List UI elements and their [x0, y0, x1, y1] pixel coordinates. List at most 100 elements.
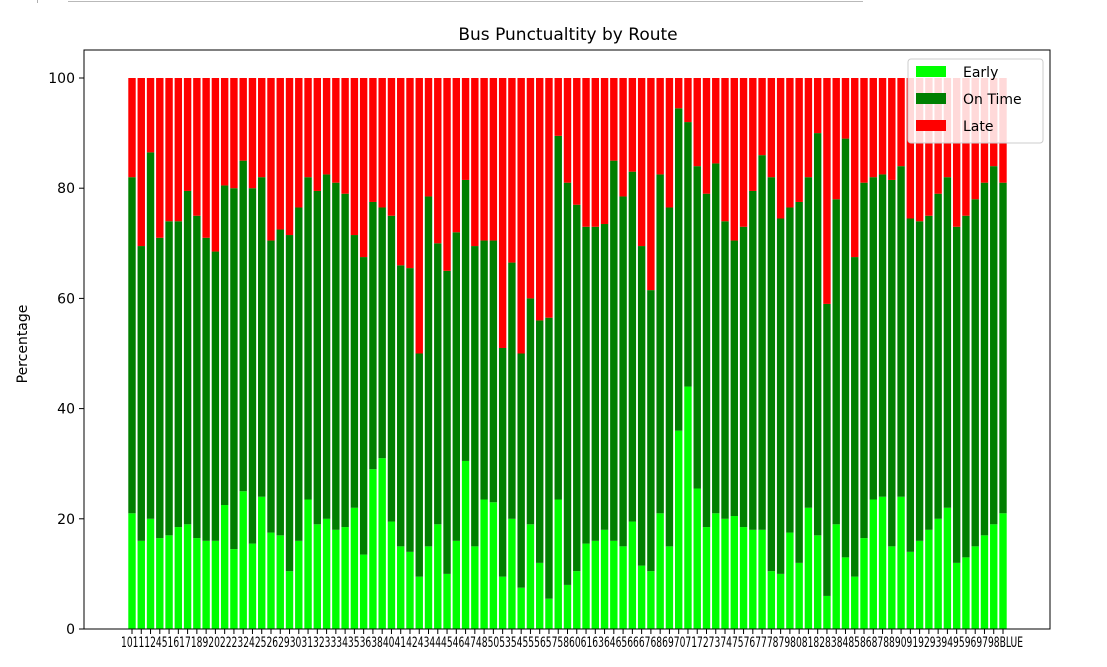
bar-on-time-26 [285, 235, 294, 572]
bar-on-time-78 [786, 207, 794, 533]
legend-label-late: Late [963, 119, 993, 135]
bar-late-35 [369, 78, 377, 202]
bar-late-8 [804, 78, 813, 178]
bar-early-76 [767, 571, 776, 629]
bar-early-35 [369, 469, 377, 629]
bar-late-22 [248, 78, 257, 189]
bar-early-88 [888, 546, 896, 629]
bar-on-time-94 [952, 226, 961, 563]
bar-on-time-98 [990, 166, 998, 525]
y-tick-label-100: 100 [48, 71, 75, 87]
bar-early-34 [359, 554, 368, 629]
bar-early-36 [378, 458, 386, 629]
bar-late-30 [322, 78, 331, 175]
bar-early-54 [545, 598, 553, 629]
bar-early-49 [508, 518, 516, 629]
bar-on-time-69 [693, 166, 701, 489]
bar-early-12 [156, 538, 164, 629]
bar-early-67 [674, 430, 683, 629]
bar-late-80 [813, 78, 822, 134]
bars-group [128, 78, 1007, 630]
chart-title: Bus Punctualtity by Route [458, 25, 677, 45]
bar-early-33 [350, 507, 359, 629]
legend: Early On Time Late [907, 58, 1044, 144]
bar-early-39 [406, 551, 414, 629]
bar-early-78 [786, 532, 794, 629]
bar-early-29 [304, 499, 312, 629]
bar-on-time-28 [295, 207, 303, 541]
bar-early-60 [610, 540, 618, 629]
bar-on-time-87 [878, 174, 887, 497]
bar-on-time-19 [211, 251, 220, 541]
bar-late-69 [693, 78, 701, 167]
bar-on-time-11 [146, 152, 155, 519]
bar-early-95 [962, 557, 970, 629]
bar-late-16 [183, 78, 192, 191]
bar-early-79 [795, 562, 803, 629]
bar-late-61 [619, 78, 627, 197]
bar-late-18 [202, 78, 210, 238]
bar-on-time-46 [480, 240, 488, 500]
bar-on-time-75 [758, 155, 766, 530]
bar-early-63 [637, 565, 646, 629]
top-strip-tick [37, 0, 38, 3]
bar-on-time-60 [610, 160, 618, 541]
bar-on-time-82 [832, 199, 840, 525]
bar-on-time-56 [563, 182, 572, 585]
bar-late-54 [545, 78, 553, 318]
bar-early-68 [684, 386, 692, 629]
bar-late-38 [397, 78, 405, 266]
bar-late-7 [702, 78, 711, 194]
bar-late-90 [915, 78, 924, 222]
bar-early-BLUE [999, 513, 1007, 629]
bar-on-time-76 [767, 177, 776, 572]
bar-on-time-88 [888, 179, 896, 547]
bar-on-time-77 [776, 218, 785, 574]
bar-early-75 [758, 529, 766, 629]
bar-on-time-30 [322, 174, 331, 519]
bar-on-time-1 [128, 177, 136, 514]
y-tick-label-20: 20 [57, 512, 75, 528]
bar-late-11 [146, 78, 155, 153]
bar-on-time-74 [749, 190, 757, 530]
bar-late-91 [925, 78, 933, 216]
bar-early-6 [600, 529, 609, 629]
bar-late-66 [665, 78, 674, 208]
bar-early-47 [489, 502, 498, 629]
bar-late-89 [897, 78, 905, 167]
bar-late-31 [332, 78, 340, 183]
bar-late-17 [193, 78, 201, 216]
bar-late-9 [906, 78, 915, 219]
bar-early-89 [897, 496, 905, 629]
bar-late-42 [443, 78, 451, 271]
bar-late-32 [341, 78, 349, 194]
bar-on-time-7 [702, 193, 711, 528]
bar-early-70 [712, 513, 720, 629]
bar-on-time-83 [841, 138, 850, 558]
bar-late-72 [730, 78, 738, 241]
bar-on-time-32 [341, 193, 349, 528]
bar-on-time-91 [925, 215, 933, 530]
bar-early-24 [267, 532, 275, 629]
bar-late-53 [536, 78, 544, 321]
bar-early-92 [934, 518, 942, 629]
bar-late-58 [582, 78, 590, 227]
bar-on-time-14 [165, 221, 173, 536]
bar-late-14 [165, 78, 173, 222]
bar-early-48 [498, 576, 507, 629]
bar-early-55 [554, 499, 562, 629]
bar-early-77 [776, 573, 785, 629]
bar-late-39 [406, 78, 414, 269]
bar-late-73 [739, 78, 748, 227]
x-axis-ticks [131, 629, 1004, 634]
bar-late-86 [869, 78, 877, 178]
bar-late-87 [878, 78, 887, 175]
bar-late-64 [647, 78, 655, 291]
bar-on-time-45 [471, 246, 479, 547]
bar-on-time-53 [536, 320, 544, 563]
bar-on-time-67 [674, 108, 683, 431]
bar-early-31 [332, 529, 340, 629]
legend-label-early: Early [963, 65, 998, 81]
bar-on-time-42 [443, 270, 451, 574]
